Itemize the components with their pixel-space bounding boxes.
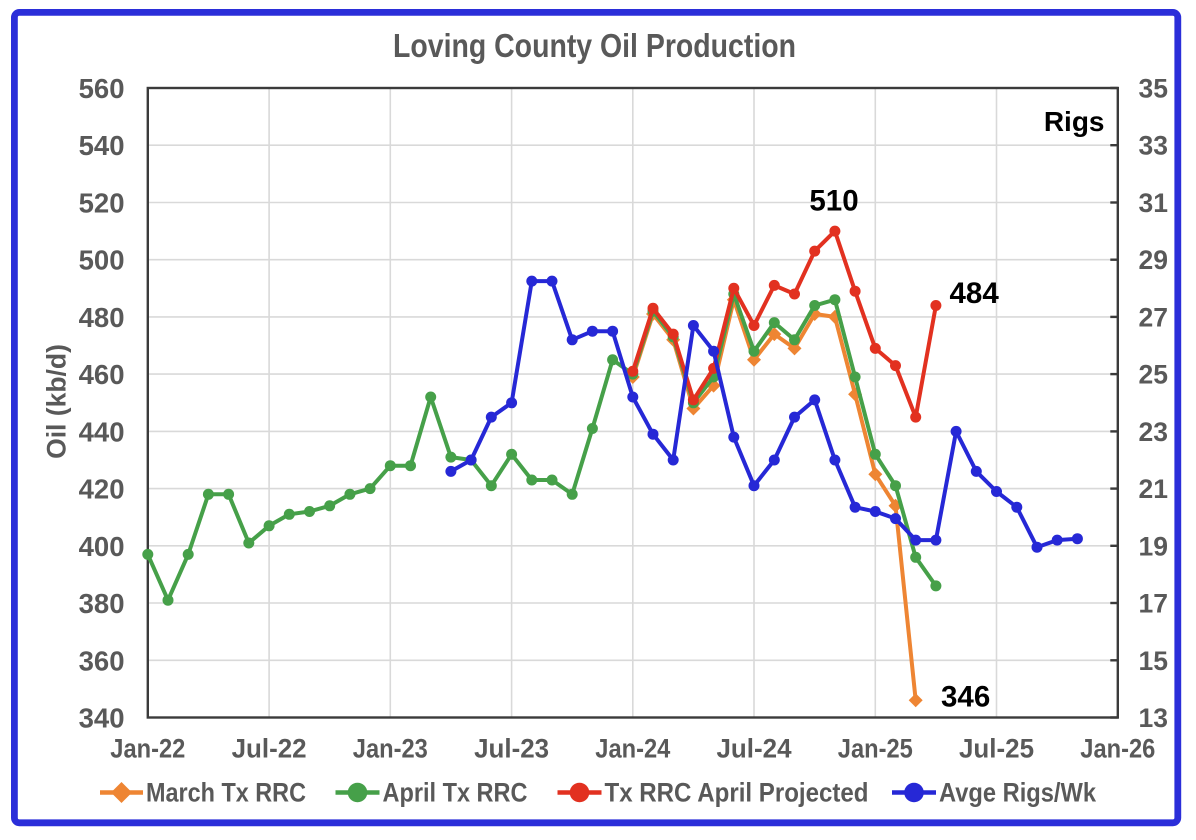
svg-text:35: 35	[1139, 74, 1168, 104]
svg-text:Jan-23: Jan-23	[353, 734, 428, 764]
svg-text:500: 500	[79, 245, 125, 276]
svg-text:Tx RRC April Projected: Tx RRC April Projected	[605, 778, 869, 808]
svg-text:Jan-22: Jan-22	[110, 734, 185, 764]
svg-text:23: 23	[1139, 417, 1168, 447]
svg-text:346: 346	[941, 681, 990, 714]
svg-text:380: 380	[79, 588, 125, 619]
svg-text:25: 25	[1139, 360, 1168, 390]
svg-text:480: 480	[79, 302, 125, 333]
svg-text:510: 510	[809, 185, 858, 218]
svg-text:19: 19	[1139, 531, 1168, 561]
svg-text:Jul-22: Jul-22	[232, 734, 307, 764]
svg-text:360: 360	[79, 645, 125, 676]
svg-text:Rigs: Rigs	[1044, 106, 1105, 137]
svg-text:Jan-26: Jan-26	[1080, 734, 1155, 764]
svg-text:Oil (kb/d): Oil (kb/d)	[42, 344, 72, 459]
svg-text:520: 520	[79, 188, 125, 219]
svg-text:17: 17	[1139, 589, 1168, 619]
svg-text:400: 400	[79, 531, 125, 562]
svg-text:Jan-24: Jan-24	[595, 734, 670, 764]
svg-text:Avge Rigs/Wk: Avge Rigs/Wk	[939, 778, 1097, 808]
svg-text:460: 460	[79, 359, 125, 390]
svg-text:540: 540	[79, 130, 125, 161]
svg-text:420: 420	[79, 474, 125, 505]
svg-text:Jul-23: Jul-23	[474, 734, 549, 764]
svg-text:March Tx RRC: March Tx RRC	[146, 778, 306, 808]
svg-text:15: 15	[1139, 646, 1168, 676]
svg-text:33: 33	[1139, 131, 1168, 161]
svg-text:Jul-24: Jul-24	[717, 734, 792, 764]
svg-text:560: 560	[79, 73, 125, 104]
svg-text:440: 440	[79, 416, 125, 447]
svg-text:Jan-25: Jan-25	[838, 734, 913, 764]
svg-text:484: 484	[950, 277, 1000, 310]
svg-text:340: 340	[79, 703, 125, 734]
svg-text:Jul-25: Jul-25	[959, 734, 1034, 764]
svg-text:13: 13	[1139, 703, 1168, 733]
svg-text:31: 31	[1139, 188, 1168, 218]
svg-text:27: 27	[1139, 302, 1168, 332]
svg-text:21: 21	[1139, 474, 1168, 504]
svg-text:Loving County Oil Production: Loving County Oil Production	[393, 27, 796, 64]
svg-text:29: 29	[1139, 245, 1168, 275]
svg-text:April Tx RRC: April Tx RRC	[383, 778, 528, 808]
